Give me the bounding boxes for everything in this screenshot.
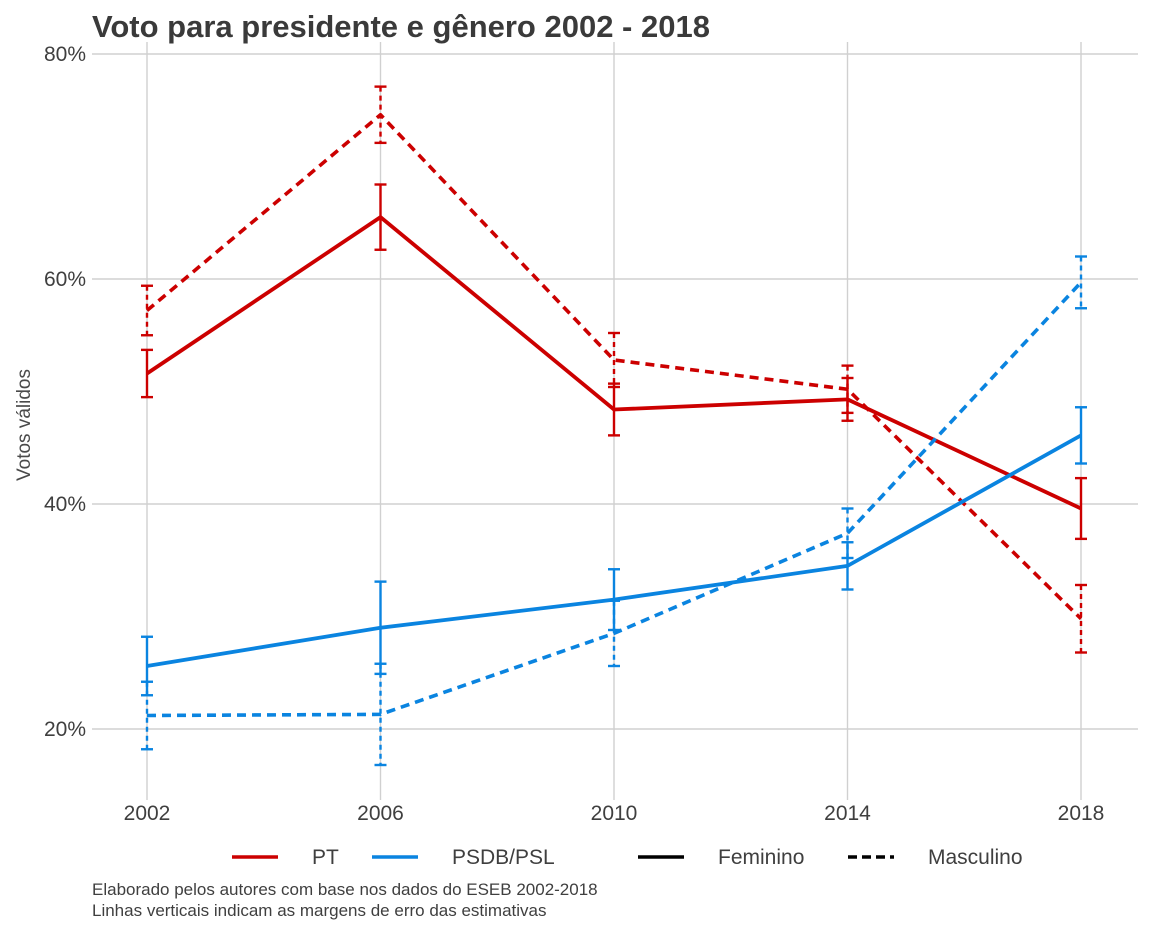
x-tick-label: 2002 [124,802,171,825]
x-tick-label: 2010 [591,802,638,825]
x-tick-label: 2006 [357,802,404,825]
error-bar [608,331,620,389]
series-line-pt-masculino [145,112,1083,621]
caption-line-2: Linhas verticais indicam as margens de e… [92,901,546,920]
x-tick-label: 2018 [1058,802,1105,825]
series-line-psdbpsl-masculino [146,281,1083,718]
error-bar [841,541,854,591]
error-bar [608,382,620,437]
error-bars [141,85,1087,767]
y-tick-label: 40% [44,493,86,516]
error-bar [608,599,620,668]
error-bar [841,507,854,560]
legend-item: PT [232,846,339,869]
error-bar [1075,583,1087,654]
legend-item: Feminino [638,846,804,869]
legend-item: Masculino [848,846,1023,869]
error-bar [1075,476,1087,541]
error-bar [374,662,387,767]
chart-title: Voto para presidente e gênero 2002 - 201… [92,9,710,44]
error-bar [141,680,153,751]
error-bar [141,284,153,337]
caption-line-1: Elaborado pelos autores com base nos dad… [92,880,598,899]
error-bar [141,348,153,399]
y-tick-label: 20% [44,718,86,741]
y-axis: 20% 40% 60% 80% [44,43,86,741]
y-tick-label: 60% [44,268,86,291]
x-tick-label: 2014 [824,802,871,825]
error-bar [1075,255,1087,310]
x-axis: 2002 2006 2010 2014 2018 [124,802,1105,825]
error-bar [841,364,854,415]
caption: Elaborado pelos autores com base nos dad… [92,880,598,920]
legend-label: PSDB/PSL [452,846,555,869]
legend-item: PSDB/PSL [372,846,555,869]
error-bar [374,85,387,145]
y-tick-label: 80% [44,43,86,66]
legend-label: PT [312,846,339,869]
legend-label: Masculino [928,846,1023,869]
error-bar [374,183,387,251]
legend-label: Feminino [718,846,804,869]
y-axis-label: Votos válidos [14,369,35,481]
error-bar [1075,406,1087,465]
legend: PT PSDB/PSL Feminino Masculino [232,846,1023,869]
